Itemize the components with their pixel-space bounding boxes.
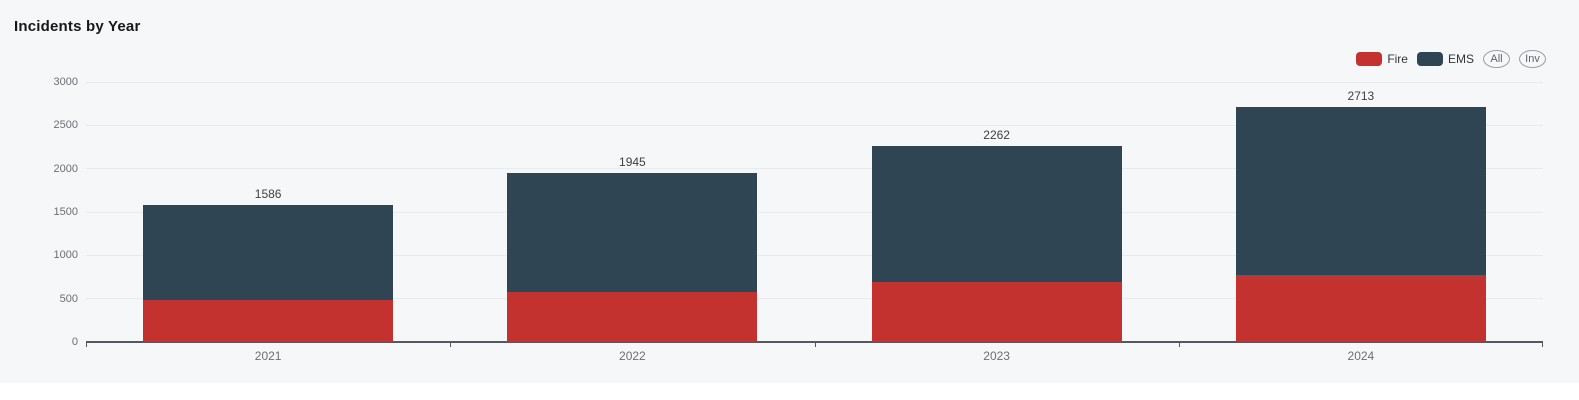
x-axis-line bbox=[86, 341, 1543, 343]
legend-swatch-ems bbox=[1416, 52, 1443, 66]
bar-segment-ems-2024[interactable] bbox=[1235, 106, 1486, 275]
bar-segment-ems-2023[interactable] bbox=[871, 145, 1122, 282]
legend-button-inv[interactable]: Inv bbox=[1519, 50, 1546, 68]
legend-item-fire[interactable]: Fire bbox=[1356, 52, 1408, 66]
bar-total-label-2023: 2262 bbox=[983, 127, 1010, 142]
x-axis-tick bbox=[450, 342, 451, 347]
gridline-2000 bbox=[86, 168, 1543, 170]
bar-segment-ems-2022[interactable] bbox=[507, 173, 758, 293]
x-axis-tick bbox=[1542, 342, 1543, 347]
legend-swatch-fire bbox=[1356, 52, 1383, 66]
incidents-chart-card: Incidents by Year Fire EMS All Inv 0 500 1000… bbox=[14, 18, 1546, 363]
legend-item-ems[interactable]: EMS bbox=[1416, 52, 1474, 66]
bar-segment-fire-2023[interactable] bbox=[871, 281, 1122, 342]
gridline-1000 bbox=[86, 254, 1543, 256]
y-axis-tick-label: 500 bbox=[59, 292, 78, 305]
gridline-2500 bbox=[86, 124, 1543, 126]
bar-segment-fire-2024[interactable] bbox=[1235, 274, 1486, 342]
chart-title: Incidents by Year bbox=[14, 18, 141, 35]
y-axis-tick-label: 2500 bbox=[53, 119, 78, 132]
y-axis-tick-label: 2000 bbox=[53, 162, 78, 175]
y-axis-tick-label: 1500 bbox=[53, 206, 78, 218]
y-axis-tick-label: 0 bbox=[71, 336, 78, 348]
x-axis-tick bbox=[1179, 342, 1180, 347]
bar-segment-fire-2022[interactable] bbox=[507, 292, 758, 342]
x-axis-category-label-2021: 2021 bbox=[254, 349, 282, 363]
bar-total-label-2022: 1945 bbox=[619, 155, 646, 170]
bar-segment-ems-2021[interactable] bbox=[143, 204, 394, 301]
bar-total-label-2021: 1586 bbox=[254, 186, 282, 201]
bar-total-label-2024: 2713 bbox=[1347, 88, 1375, 103]
gridline-500 bbox=[86, 298, 1543, 300]
chart-plot-area: 0 500 1000 1500 2000 2500 3000 1586 2021 1945 2022… bbox=[54, 76, 1543, 363]
y-axis-tick-label: 1000 bbox=[53, 249, 78, 262]
bar-segment-fire-2021[interactable] bbox=[143, 300, 394, 342]
x-axis-tick bbox=[815, 342, 816, 347]
x-axis-category-label-2024: 2024 bbox=[1347, 349, 1375, 363]
legend-item-label: Fire bbox=[1387, 52, 1408, 66]
gridline-3000 bbox=[86, 81, 1543, 83]
x-axis-category-label-2023: 2023 bbox=[983, 349, 1010, 363]
x-axis-category-label-2022: 2022 bbox=[619, 349, 646, 363]
x-axis-tick bbox=[86, 342, 87, 347]
gridline-1500 bbox=[86, 211, 1543, 213]
legend-item-label: EMS bbox=[1447, 52, 1474, 66]
legend-button-all[interactable]: All bbox=[1483, 50, 1510, 68]
chart-legend: Fire EMS All Inv bbox=[1356, 50, 1546, 68]
y-axis-tick-label: 3000 bbox=[53, 76, 78, 88]
